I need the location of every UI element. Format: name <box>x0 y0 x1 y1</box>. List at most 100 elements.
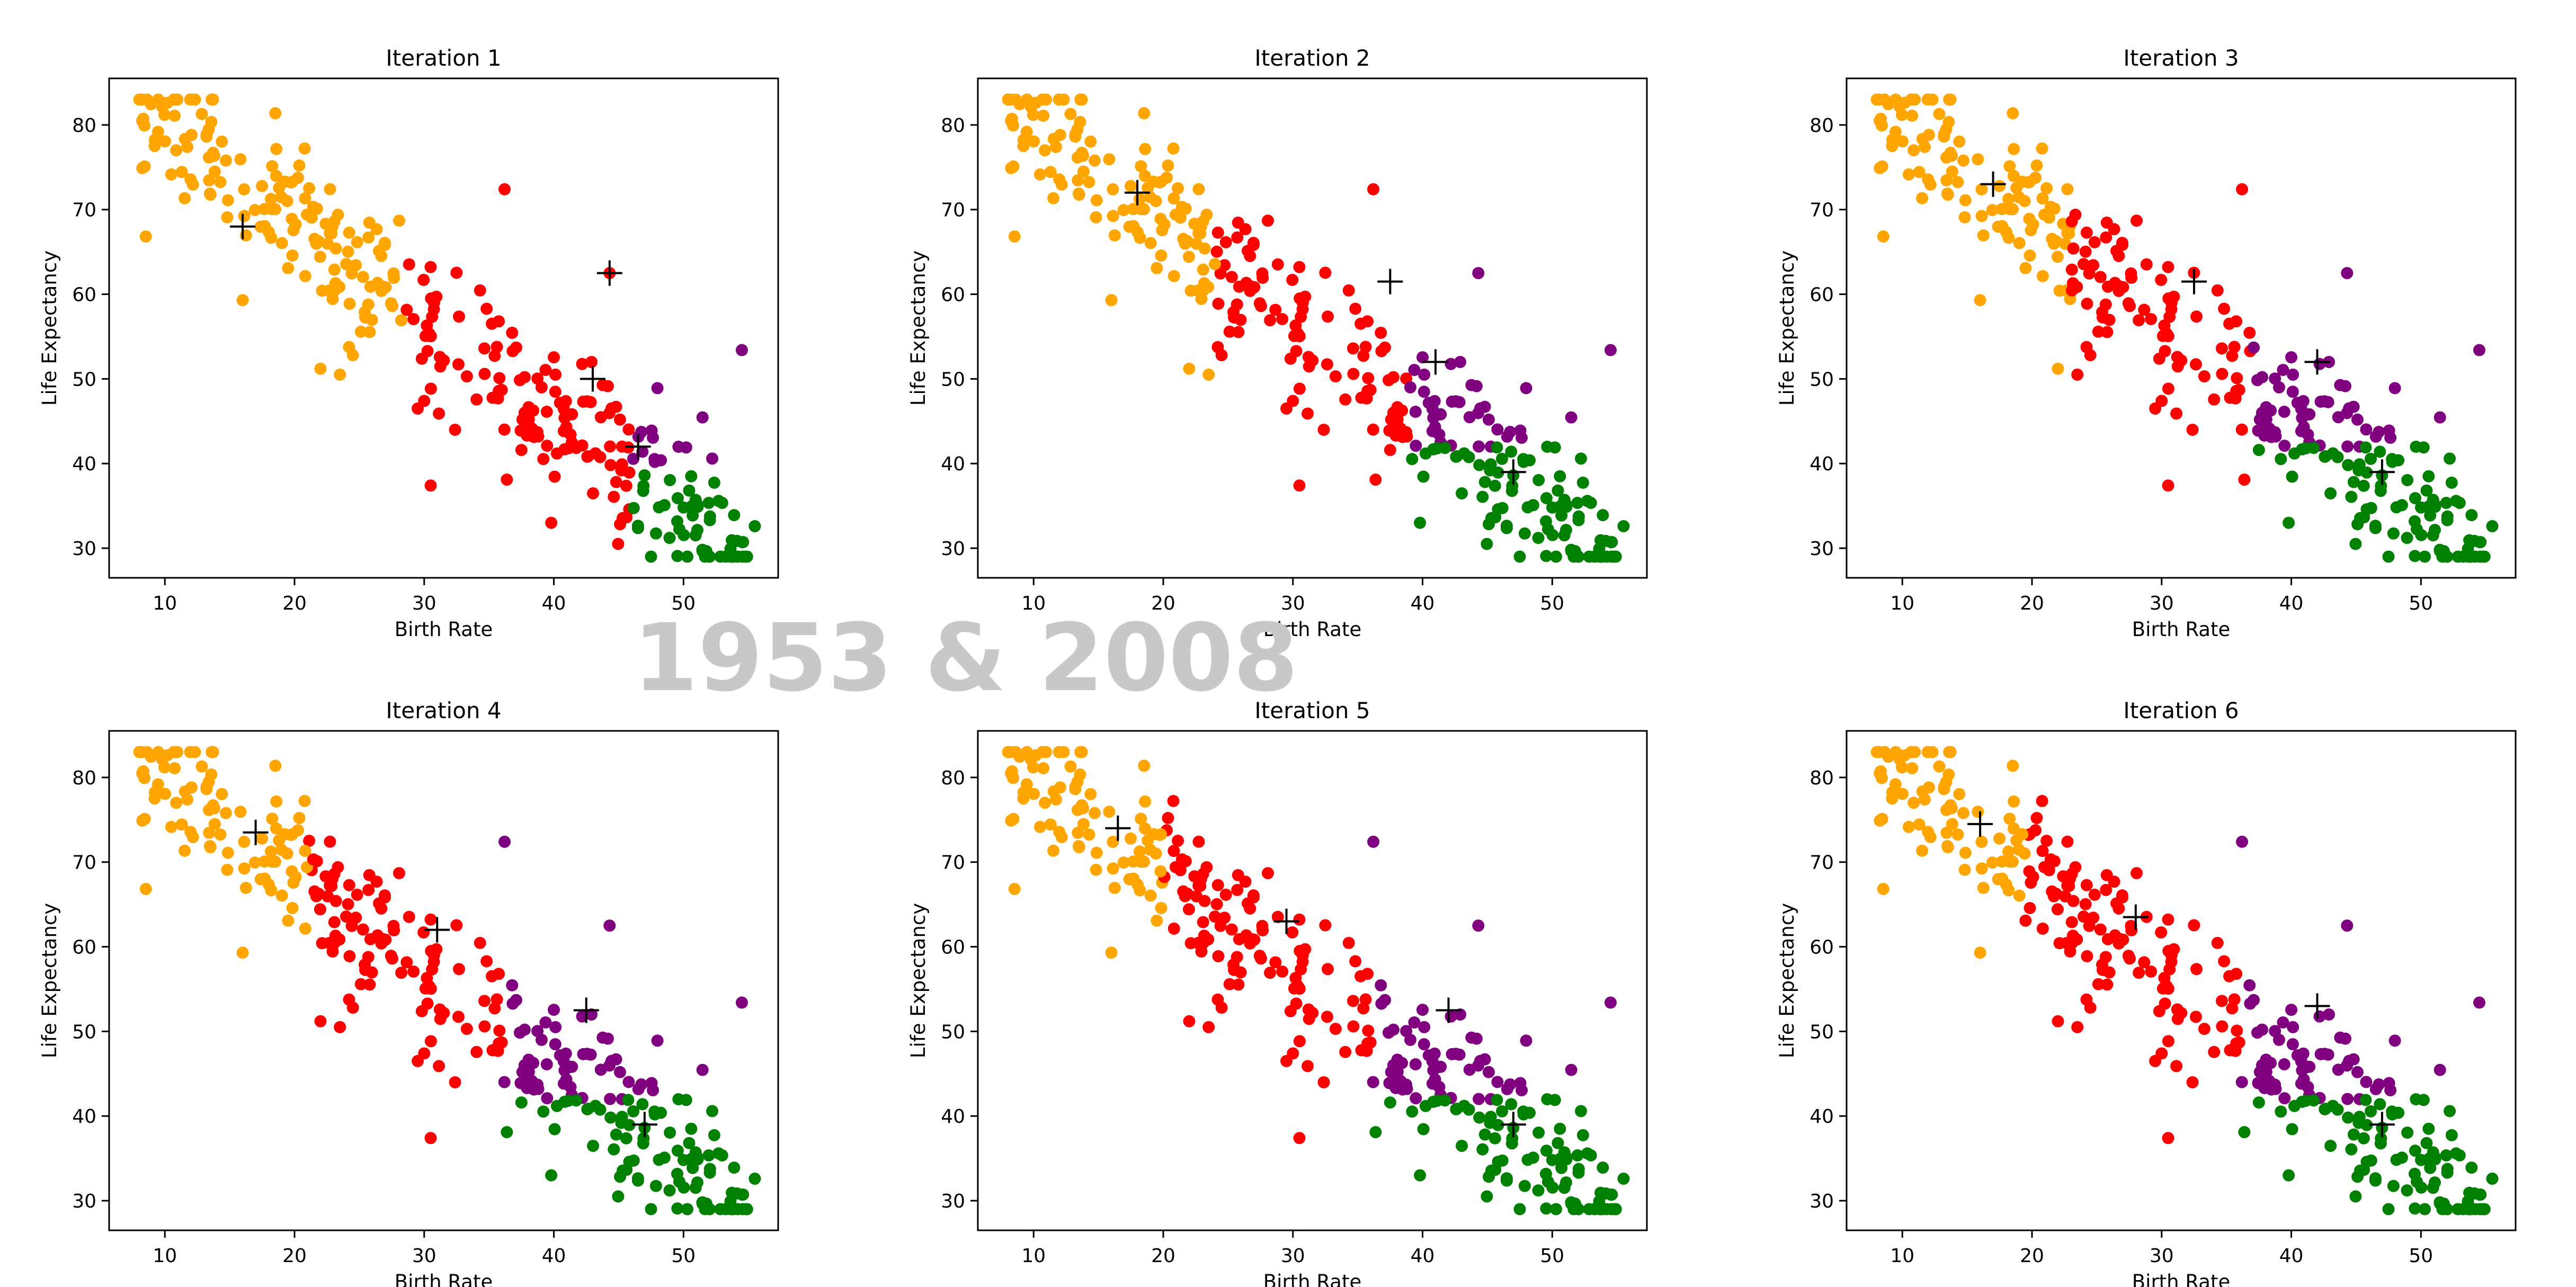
data-point <box>2238 473 2251 486</box>
data-point <box>2401 473 2414 486</box>
data-point <box>1554 470 1566 482</box>
data-point <box>2341 267 2354 280</box>
subplot-iteration-3: 10 20 30 40 50 30 40 50 60 70 80 Iteration 3 Birth R… <box>1776 45 2517 641</box>
data-point <box>2478 550 2491 563</box>
data-point <box>1369 1126 1382 1139</box>
data-point <box>427 949 440 962</box>
data-point <box>1922 173 1935 186</box>
data-point <box>470 393 483 406</box>
data-point <box>1134 845 1146 858</box>
data-point <box>1290 997 1303 1010</box>
data-point <box>703 550 716 563</box>
data-point <box>2286 470 2298 483</box>
data-point <box>1975 210 1988 222</box>
data-point <box>1232 978 1245 991</box>
data-point <box>2002 884 2015 897</box>
data-point <box>1488 1132 1501 1145</box>
data-point <box>1944 746 1957 758</box>
data-point <box>1262 867 1274 880</box>
data-point <box>1293 382 1306 395</box>
data-point <box>2332 1063 2345 1076</box>
data-point <box>1548 441 1561 454</box>
data-point <box>332 861 344 873</box>
data-point <box>1248 281 1261 293</box>
data-point <box>486 1044 499 1057</box>
data-point <box>219 807 232 819</box>
data-point <box>2387 527 2400 540</box>
data-point <box>2175 354 2188 367</box>
data-point <box>450 919 463 932</box>
data-point <box>474 284 486 297</box>
data-point <box>1208 258 1221 271</box>
data-point <box>1225 923 1238 936</box>
data-point <box>2084 349 2097 362</box>
data-point <box>1617 520 1630 533</box>
data-point <box>2252 1096 2265 1109</box>
data-point <box>1958 211 1971 224</box>
data-point <box>1414 516 1427 529</box>
data-point <box>2307 442 2320 454</box>
data-point <box>175 818 188 831</box>
subplot-title: Iteration 1 <box>386 45 501 71</box>
data-point <box>2384 431 2397 444</box>
data-point <box>1182 903 1195 916</box>
data-point <box>156 753 168 765</box>
data-point <box>2162 479 2174 492</box>
data-point <box>1974 294 1986 307</box>
data-point <box>2473 344 2485 356</box>
data-point <box>386 300 398 312</box>
x-tick-label: 50 <box>671 593 696 614</box>
data-point <box>1406 453 1419 466</box>
data-point <box>1072 187 1085 200</box>
data-point <box>1219 236 1232 248</box>
data-point <box>400 303 413 316</box>
data-point <box>736 536 749 549</box>
data-point <box>2427 529 2439 542</box>
data-point <box>1957 807 1969 819</box>
data-point <box>2243 979 2256 991</box>
data-point <box>1974 946 1986 959</box>
data-point <box>165 168 177 181</box>
data-point <box>2357 479 2370 492</box>
data-point <box>438 354 450 367</box>
data-point <box>2474 536 2486 549</box>
data-point <box>1262 215 1274 227</box>
data-point <box>1197 263 1209 276</box>
data-point <box>2375 1132 2387 1145</box>
data-point <box>1484 1116 1496 1129</box>
y-tick-label: 30 <box>1810 1191 1834 1212</box>
data-point <box>2453 1149 2466 1162</box>
data-point <box>1378 341 1391 354</box>
data-point <box>1972 806 1984 818</box>
data-point <box>1219 888 1232 901</box>
data-point <box>293 159 306 172</box>
data-point <box>604 1111 617 1124</box>
data-point <box>2006 855 2019 868</box>
data-point <box>351 236 363 248</box>
data-point <box>1047 785 1060 798</box>
data-point <box>1484 464 1496 477</box>
y-tick-label: 80 <box>1810 115 1834 137</box>
data-point <box>1367 423 1379 436</box>
data-point <box>587 487 600 500</box>
data-point <box>1409 406 1422 418</box>
data-point <box>2036 922 2049 935</box>
data-point <box>2077 910 2090 923</box>
x-tick-label: 50 <box>2409 593 2433 614</box>
data-point <box>748 1173 761 1185</box>
data-point <box>340 258 352 271</box>
data-point <box>2071 368 2084 381</box>
data-point <box>515 1096 528 1109</box>
data-point <box>1276 312 1289 325</box>
data-point <box>1172 182 1184 195</box>
data-point <box>1135 812 1147 825</box>
data-point <box>613 413 626 426</box>
data-point <box>1339 393 1352 406</box>
data-point <box>168 762 181 775</box>
data-point <box>1183 1015 1196 1027</box>
data-point <box>696 411 709 424</box>
data-point <box>585 1008 598 1021</box>
data-point <box>286 249 299 262</box>
data-point <box>2190 310 2203 323</box>
data-point <box>2228 993 2241 1006</box>
